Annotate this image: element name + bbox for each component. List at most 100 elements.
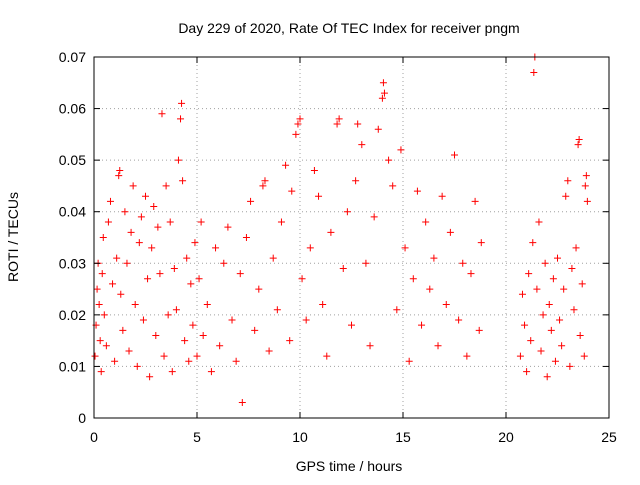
data-point	[401, 244, 409, 252]
data-point	[556, 316, 564, 324]
data-point	[121, 208, 129, 216]
data-point	[575, 136, 583, 144]
data-point	[197, 218, 205, 226]
data-point	[150, 203, 158, 211]
scatter-points	[91, 53, 591, 407]
data-point	[166, 218, 174, 226]
data-point	[98, 270, 106, 278]
data-point	[232, 357, 240, 365]
data-point	[475, 326, 483, 334]
data-point	[418, 321, 426, 329]
data-point	[135, 239, 143, 247]
data-point	[109, 280, 117, 288]
data-point	[541, 259, 549, 267]
data-point	[358, 141, 366, 149]
data-point	[434, 342, 442, 350]
data-point	[393, 306, 401, 314]
data-point	[156, 270, 164, 278]
data-point	[269, 254, 277, 262]
data-point	[261, 177, 269, 185]
data-point	[273, 306, 281, 314]
data-point	[224, 223, 232, 231]
data-point	[535, 218, 543, 226]
data-point	[327, 228, 335, 236]
data-point	[521, 321, 529, 329]
data-point	[471, 197, 479, 205]
data-point	[422, 218, 430, 226]
chart-title: Day 229 of 2020, Rate Of TEC Index for r…	[178, 20, 519, 36]
data-point	[343, 208, 351, 216]
y-tick-label: 0.06	[59, 101, 86, 117]
data-point	[389, 182, 397, 190]
data-point	[354, 120, 362, 128]
data-point	[212, 244, 220, 252]
x-tick-label: 15	[395, 429, 411, 445]
data-point	[99, 234, 107, 241]
data-point	[106, 197, 114, 205]
data-point	[127, 228, 135, 236]
data-point	[236, 270, 244, 278]
data-point	[442, 301, 450, 309]
data-point	[378, 94, 386, 102]
data-point	[288, 187, 296, 195]
data-point	[133, 362, 141, 370]
data-point	[576, 331, 584, 339]
data-point	[93, 285, 101, 293]
data-point	[379, 79, 387, 87]
data-point	[574, 141, 582, 149]
data-point	[177, 115, 185, 123]
data-point	[545, 301, 553, 309]
data-point	[580, 352, 588, 360]
data-point	[366, 342, 374, 350]
data-point	[477, 239, 485, 247]
data-point	[560, 285, 568, 293]
data-point	[370, 213, 378, 221]
data-point	[154, 223, 162, 231]
data-point	[533, 285, 541, 293]
data-point	[191, 239, 199, 247]
data-point	[115, 172, 123, 180]
data-point	[529, 239, 537, 247]
data-point	[170, 264, 178, 272]
data-point	[530, 68, 538, 76]
data-point	[181, 337, 189, 345]
y-tick-label: 0.01	[59, 358, 86, 374]
plot-frame	[93, 56, 610, 419]
data-point	[459, 259, 467, 267]
y-tick-label: 0.04	[59, 204, 86, 220]
data-point	[117, 290, 125, 298]
data-point	[564, 177, 572, 185]
data-point	[348, 321, 355, 329]
data-point	[547, 326, 555, 334]
data-point	[286, 337, 294, 345]
data-point	[310, 166, 318, 174]
data-point	[302, 316, 310, 324]
data-point	[568, 264, 576, 272]
data-point	[352, 177, 360, 185]
data-point	[583, 197, 591, 205]
data-point	[413, 187, 421, 195]
data-point	[238, 399, 246, 407]
data-point	[100, 311, 108, 319]
data-point	[554, 254, 561, 262]
data-point	[95, 301, 103, 309]
data-point	[463, 352, 471, 360]
data-point	[362, 259, 370, 267]
data-point	[193, 352, 201, 360]
data-point	[259, 182, 267, 190]
x-tick-label: 25	[601, 429, 617, 445]
data-point	[179, 177, 187, 185]
data-point	[405, 357, 413, 365]
data-point	[203, 301, 211, 309]
data-point	[426, 285, 434, 293]
x-tick-label: 10	[292, 429, 308, 445]
x-axis-label: GPS time / hours	[296, 458, 403, 474]
data-point	[523, 368, 531, 376]
data-point	[148, 244, 156, 252]
data-point	[296, 115, 304, 123]
data-point	[189, 321, 197, 329]
data-point	[185, 357, 193, 365]
data-point	[129, 182, 137, 190]
